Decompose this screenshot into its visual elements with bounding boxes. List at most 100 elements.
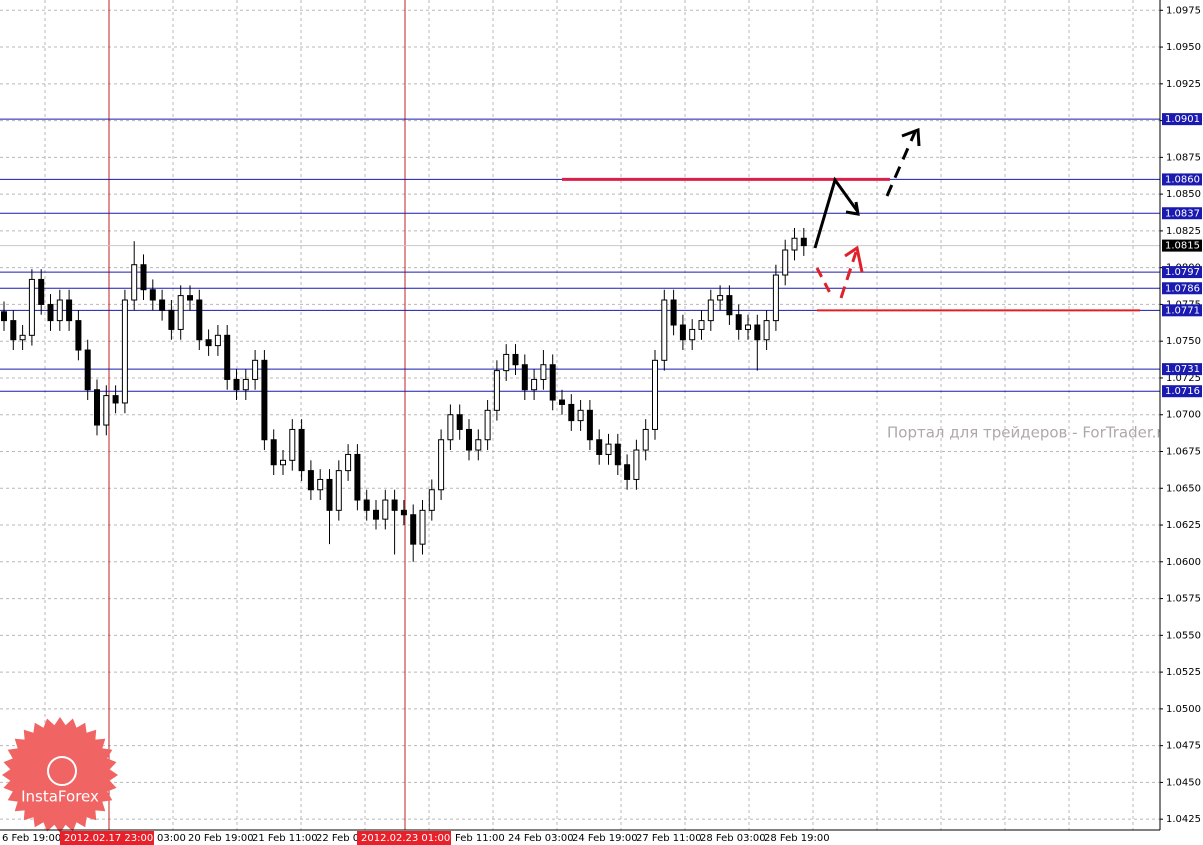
y-tick-label: 1.0550 <box>1166 630 1201 641</box>
candle-body <box>38 278 45 305</box>
time-label: 21 Feb 11:00 <box>252 833 318 844</box>
candle-body <box>549 364 556 401</box>
level-label-box <box>1162 304 1202 317</box>
candle-body <box>568 403 575 422</box>
candle-body <box>466 428 472 451</box>
current-price-label: 1.0815 <box>1165 241 1200 252</box>
candle-body <box>187 295 193 301</box>
time-label: 27 Feb 11:00 <box>636 833 702 844</box>
y-tick-label: 1.0575 <box>1166 594 1201 605</box>
logo-badge <box>2 717 118 833</box>
candle-body <box>503 353 510 372</box>
arrow <box>815 267 832 294</box>
time-axis: 6 Feb 19:00 03:00 20 Feb 19:00 21 Feb 11… <box>2 831 830 845</box>
arrow-head <box>845 201 860 216</box>
candle-body <box>410 514 417 545</box>
candle-body <box>270 439 277 466</box>
level-label-box <box>1162 282 1202 295</box>
level-label-box <box>1162 173 1202 186</box>
arrow-head <box>844 245 864 273</box>
time-label: 6 Feb 19:00 <box>2 833 61 844</box>
time-label: 24 Feb 19:00 <box>572 833 638 844</box>
candle-body <box>326 478 333 511</box>
candle-body <box>717 295 724 301</box>
y-tick-label: 1.0750 <box>1166 336 1201 347</box>
candle-body <box>661 299 668 361</box>
candle-body <box>168 309 175 330</box>
logo: InstaForex <box>2 717 118 833</box>
y-tick-label: 1.0950 <box>1166 42 1201 53</box>
candle-body <box>373 509 379 520</box>
candle-body <box>586 409 593 441</box>
arrow <box>839 251 858 299</box>
candle-body <box>10 320 17 341</box>
candle-body <box>214 334 221 347</box>
y-tick-label: 1.0500 <box>1166 704 1201 715</box>
y-tick-label: 1.0525 <box>1166 667 1201 678</box>
candle-body <box>791 237 798 251</box>
candle-body <box>19 334 26 341</box>
candle-body <box>335 470 342 511</box>
candle-body <box>66 299 73 322</box>
candle-body <box>298 428 305 472</box>
arrow <box>885 131 917 197</box>
level-label-box <box>1162 385 1202 398</box>
logo-text: InstaForex <box>21 788 99 806</box>
candle-body <box>205 339 212 347</box>
candle-body <box>140 264 147 291</box>
candle-body <box>242 378 249 391</box>
y-tick-label: 1.0450 <box>1166 777 1201 788</box>
candle-body <box>252 359 259 380</box>
candle-body <box>121 299 128 404</box>
level-label: 1.0837 <box>1165 208 1200 219</box>
candle-body <box>233 378 240 391</box>
candle-body <box>103 395 110 426</box>
candle-body <box>224 334 231 380</box>
candle-body <box>289 428 296 461</box>
y-tick-label: 1.0475 <box>1166 741 1201 752</box>
level-label-box <box>1162 363 1202 376</box>
y-tick-label: 1.0600 <box>1166 557 1201 568</box>
candle-body <box>735 314 742 330</box>
level-label: 1.0901 <box>1165 114 1200 125</box>
time-label: 28 Feb 03:00 <box>700 833 766 844</box>
candle-body <box>456 414 463 430</box>
time-marker-box <box>357 831 451 845</box>
candle-body <box>754 324 761 341</box>
forecast-arrows <box>813 127 921 299</box>
price-axis-bg <box>1160 0 1203 845</box>
time-marker-label: 2012.02.17 23:00 <box>64 833 153 844</box>
time-marker-label: 2012.02.23 01:00 <box>361 833 450 844</box>
level-label: 1.0786 <box>1165 283 1200 294</box>
time-label: 24 Feb 03:00 <box>508 833 574 844</box>
candle-body <box>559 399 565 405</box>
candle-body <box>391 499 398 511</box>
candle-body <box>484 409 491 441</box>
candle-body <box>707 299 714 322</box>
level-label-box <box>1162 207 1202 220</box>
y-tick-label: 1.0650 <box>1166 483 1201 494</box>
time-label: Feb 11:00 <box>455 833 505 844</box>
candle-body <box>419 509 426 545</box>
grid-layer <box>0 9 1160 820</box>
level-label-box <box>1162 113 1202 126</box>
candle-body <box>112 395 119 404</box>
candle-body <box>726 295 733 316</box>
level-label: 1.0771 <box>1165 305 1200 316</box>
time-label: 22 Feb 03 <box>316 833 366 844</box>
candle-body <box>280 459 286 466</box>
candle-body <box>763 320 770 341</box>
candle-body <box>307 470 314 491</box>
y-tick-label: 1.0875 <box>1166 152 1201 163</box>
candle-body <box>512 353 519 366</box>
candle-body <box>745 324 751 330</box>
y-tick-label: 1.0975 <box>1166 5 1201 16</box>
axis-layer: 1.09751.09501.09251.09001.08751.08501.08… <box>1160 5 1202 825</box>
candle-body <box>363 499 370 511</box>
level-label: 1.0716 <box>1165 386 1200 397</box>
logo-icon <box>47 756 77 786</box>
candle-body <box>679 324 686 341</box>
candle-body <box>624 464 631 480</box>
candle-body <box>447 414 454 441</box>
